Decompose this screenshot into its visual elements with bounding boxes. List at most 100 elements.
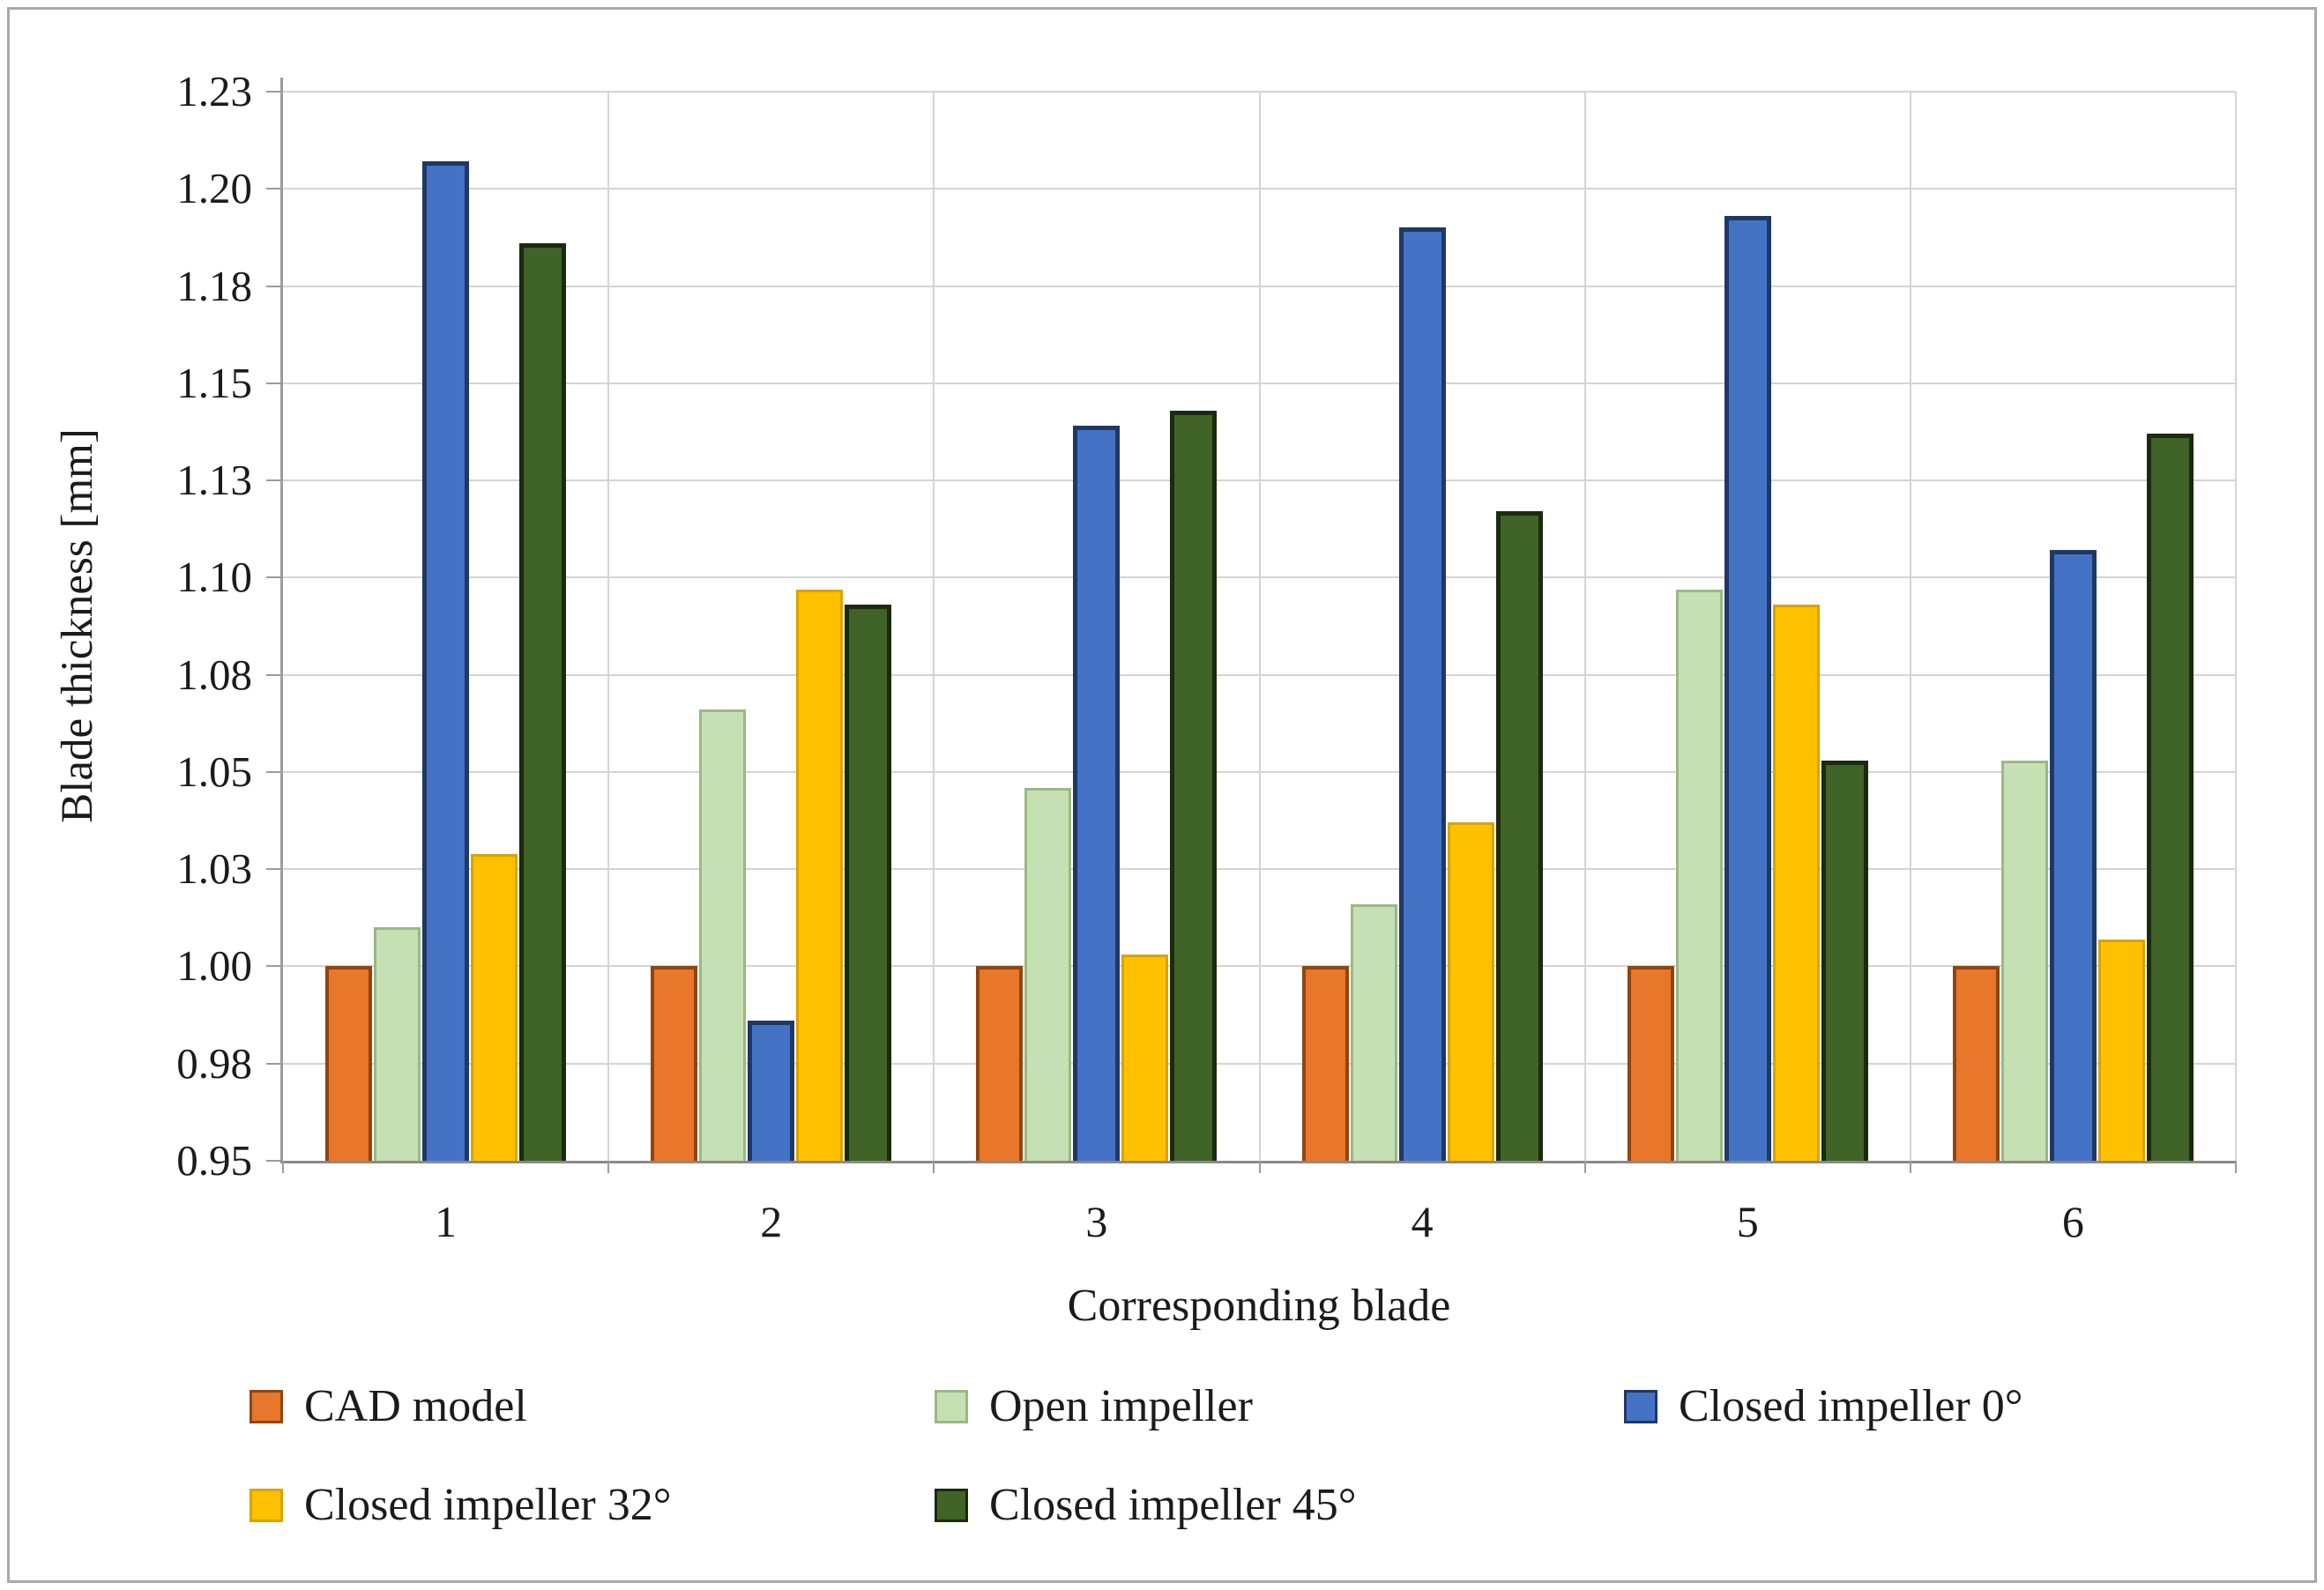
figure-border — [7, 7, 2317, 1583]
vertical-gridline — [1909, 92, 1911, 1161]
y-axis-tick-label: 1.23 — [176, 67, 252, 115]
y-axis-tick-label: 1.03 — [176, 844, 252, 894]
x-axis-tick — [1583, 1161, 1586, 1173]
horizontal-gridline — [283, 868, 2236, 871]
legend-swatch-closed-impeller-45 — [935, 1489, 968, 1522]
x-axis-tick — [1909, 1161, 1911, 1173]
bar-closed-impeller-0-blade-2 — [748, 1021, 795, 1161]
x-axis-tick — [607, 1161, 610, 1173]
x-axis-tick — [1258, 1161, 1261, 1173]
x-axis-tick — [933, 1161, 935, 1173]
y-axis-tick — [266, 1160, 280, 1162]
bar-closed-impeller-32-blade-2 — [796, 589, 844, 1161]
y-axis-tick-label: 1.15 — [176, 358, 252, 407]
bar-closed-impeller-32-blade-3 — [1121, 955, 1169, 1161]
x-axis-category-label: 5 — [1736, 1197, 1759, 1246]
bar-cad-model-blade-4 — [1301, 966, 1349, 1161]
legend-label: Closed impeller 45° — [989, 1480, 1357, 1530]
bar-closed-impeller-0-blade-5 — [1724, 216, 1771, 1161]
bar-closed-impeller-45-blade-2 — [845, 605, 892, 1161]
y-axis-tick — [266, 1062, 280, 1065]
vertical-gridline — [2235, 92, 2237, 1161]
x-axis-category-label: 1 — [435, 1197, 458, 1246]
legend-swatch-cad-model — [250, 1390, 283, 1423]
y-axis-tick-label: 1.00 — [176, 941, 252, 991]
horizontal-gridline — [283, 285, 2236, 287]
bar-open-impeller-blade-3 — [1024, 787, 1072, 1161]
horizontal-gridline — [283, 188, 2236, 190]
y-axis-tick-label: 1.08 — [176, 650, 252, 699]
y-axis-tick — [266, 382, 280, 384]
x-axis-category-label: 6 — [2061, 1197, 2084, 1246]
horizontal-gridline — [283, 965, 2236, 968]
bar-closed-impeller-32-blade-6 — [2097, 939, 2145, 1161]
bar-closed-impeller-45-blade-6 — [2146, 434, 2194, 1161]
bar-closed-impeller-32-blade-4 — [1447, 822, 1494, 1161]
legend-item-closed-impeller-32: Closed impeller 32° — [250, 1481, 672, 1530]
bar-open-impeller-blade-1 — [374, 927, 421, 1161]
x-axis-category-label: 4 — [1411, 1197, 1434, 1246]
y-axis-tick — [266, 868, 280, 871]
bar-closed-impeller-0-blade-6 — [2049, 550, 2097, 1161]
bar-open-impeller-blade-2 — [699, 710, 747, 1161]
bar-closed-impeller-0-blade-1 — [422, 161, 470, 1161]
y-axis-tick — [266, 673, 280, 676]
bar-closed-impeller-32-blade-5 — [1772, 605, 1820, 1161]
bar-closed-impeller-45-blade-4 — [1495, 511, 1543, 1161]
bar-closed-impeller-45-blade-5 — [1821, 760, 1868, 1161]
legend-item-cad-model: CAD model — [250, 1382, 527, 1431]
vertical-gridline — [933, 92, 935, 1161]
bar-open-impeller-blade-5 — [1675, 589, 1723, 1161]
vertical-gridline — [607, 92, 610, 1161]
bar-closed-impeller-0-blade-3 — [1073, 426, 1121, 1161]
horizontal-gridline — [283, 770, 2236, 773]
plot-area — [280, 78, 2237, 1163]
y-axis-line — [280, 78, 283, 1161]
y-axis-tick — [266, 576, 280, 579]
legend-label: CAD model — [304, 1381, 527, 1431]
horizontal-gridline — [283, 91, 2236, 93]
x-axis-tick — [282, 1161, 284, 1173]
x-axis-category-label: 2 — [760, 1197, 783, 1246]
bar-closed-impeller-0-blade-4 — [1398, 227, 1446, 1161]
x-axis-tick — [2235, 1161, 2237, 1173]
vertical-gridline — [1258, 92, 1261, 1161]
horizontal-gridline — [283, 382, 2236, 384]
y-axis-tick — [266, 965, 280, 968]
bar-closed-impeller-45-blade-1 — [519, 243, 567, 1161]
legend-swatch-open-impeller — [935, 1390, 968, 1423]
bar-closed-impeller-45-blade-3 — [1170, 410, 1218, 1161]
legend-swatch-closed-impeller-32 — [250, 1489, 283, 1522]
y-axis-tick — [266, 285, 280, 287]
bar-cad-model-blade-5 — [1627, 966, 1674, 1161]
vertical-gridline — [1583, 92, 1586, 1161]
horizontal-gridline — [283, 1062, 2236, 1065]
y-axis-tick-label: 0.95 — [176, 1136, 252, 1185]
y-axis-tick-label: 1.18 — [176, 261, 252, 310]
y-axis-tick — [266, 770, 280, 773]
legend-item-open-impeller: Open impeller — [935, 1382, 1253, 1431]
bar-cad-model-blade-6 — [1952, 966, 2000, 1161]
x-axis-category-label: 3 — [1085, 1197, 1108, 1246]
y-axis-tick — [266, 479, 280, 482]
y-axis-title: Blade thickness [mm] — [53, 428, 102, 823]
legend-label: Closed impeller 0° — [1679, 1381, 2023, 1431]
bar-cad-model-blade-1 — [325, 966, 373, 1161]
y-axis-tick-label: 1.13 — [176, 456, 252, 505]
horizontal-gridline — [283, 479, 2236, 482]
y-axis-tick-label: 1.20 — [176, 164, 252, 213]
legend-label: Closed impeller 32° — [304, 1480, 672, 1530]
y-axis-tick-label: 1.05 — [176, 747, 252, 796]
legend-label: Open impeller — [989, 1381, 1253, 1431]
horizontal-gridline — [283, 673, 2236, 676]
x-axis-line — [280, 1161, 2236, 1163]
horizontal-gridline — [283, 576, 2236, 579]
legend-swatch-closed-impeller-0 — [1624, 1390, 1657, 1423]
bar-open-impeller-blade-6 — [2000, 760, 2048, 1161]
y-axis-tick-label: 1.10 — [176, 553, 252, 602]
bar-cad-model-blade-3 — [976, 966, 1024, 1161]
y-axis-tick — [266, 188, 280, 190]
bar-open-impeller-blade-4 — [1350, 903, 1397, 1161]
legend-item-closed-impeller-45: Closed impeller 45° — [935, 1481, 1357, 1530]
